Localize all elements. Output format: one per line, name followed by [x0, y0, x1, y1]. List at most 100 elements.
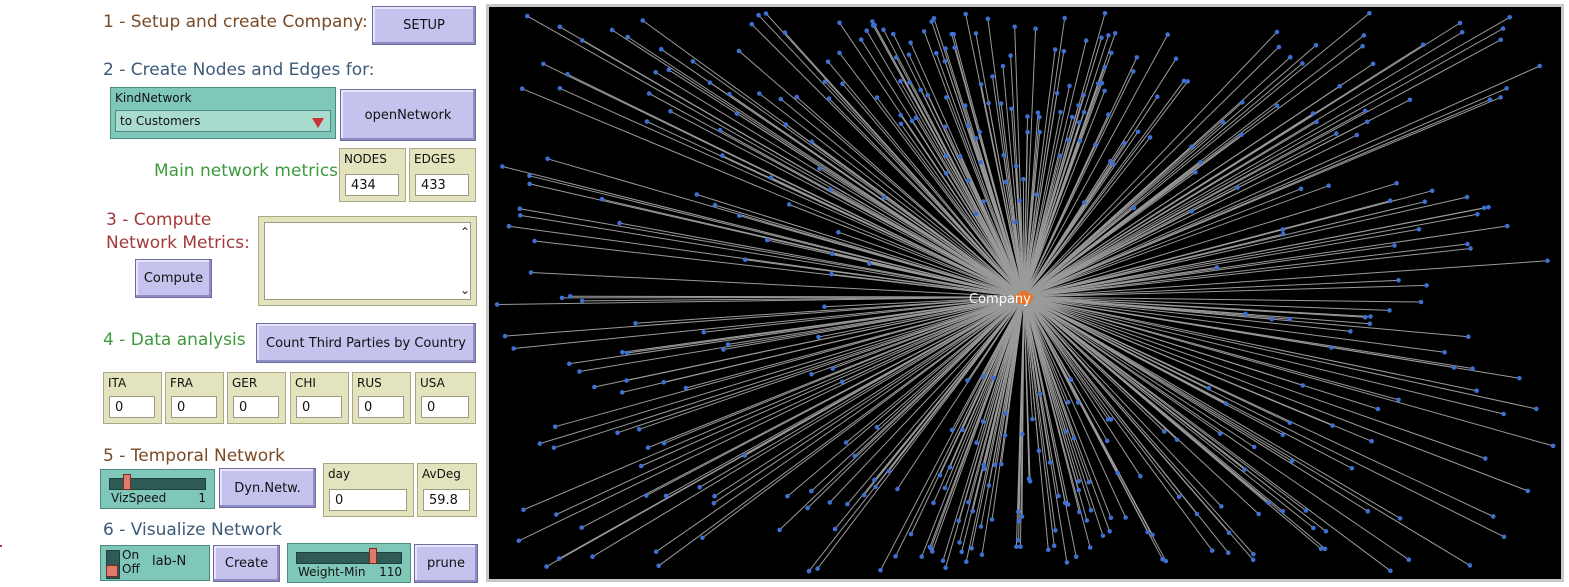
network-node[interactable]: [891, 31, 896, 37]
network-node[interactable]: [1054, 91, 1060, 96]
network-node[interactable]: [1075, 400, 1081, 405]
network-node[interactable]: [1104, 438, 1110, 444]
slider-track[interactable]: [109, 478, 206, 490]
network-node[interactable]: [918, 87, 923, 93]
network-node[interactable]: [544, 564, 549, 569]
network-node[interactable]: [658, 46, 664, 52]
network-node[interactable]: [934, 50, 939, 56]
network-node[interactable]: [1370, 61, 1376, 67]
network-node[interactable]: [619, 390, 625, 395]
network-node[interactable]: [1354, 132, 1360, 138]
network-node[interactable]: [1420, 42, 1426, 48]
network-node[interactable]: [1025, 129, 1030, 135]
network-node[interactable]: [852, 453, 857, 459]
network-node[interactable]: [1095, 81, 1101, 87]
network-node[interactable]: [1281, 231, 1286, 237]
network-node[interactable]: [1429, 188, 1435, 194]
network-node[interactable]: [1361, 33, 1367, 38]
network-node[interactable]: [1057, 153, 1063, 159]
network-node[interactable]: [977, 129, 982, 135]
network-node[interactable]: [1223, 401, 1229, 406]
network-node[interactable]: [1102, 88, 1107, 94]
network-node[interactable]: [1061, 49, 1067, 54]
network-node[interactable]: [737, 213, 742, 218]
network-node[interactable]: [1030, 416, 1035, 422]
network-node[interactable]: [742, 453, 748, 458]
network-node[interactable]: [577, 369, 582, 374]
network-node[interactable]: [1406, 557, 1412, 562]
network-node[interactable]: [725, 342, 731, 347]
network-node[interactable]: [1001, 152, 1006, 158]
network-node[interactable]: [1274, 103, 1280, 108]
network-node[interactable]: [1300, 383, 1306, 388]
network-node[interactable]: [1131, 205, 1137, 211]
network-node[interactable]: [1123, 515, 1128, 520]
network-node[interactable]: [1322, 546, 1328, 552]
network-node[interactable]: [644, 119, 650, 124]
network-node[interactable]: [921, 29, 927, 34]
network-node[interactable]: [1076, 487, 1081, 493]
network-node[interactable]: [1109, 50, 1114, 56]
network-node[interactable]: [1369, 438, 1374, 444]
network-node[interactable]: [969, 545, 974, 551]
network-node[interactable]: [1019, 514, 1025, 519]
network-node[interactable]: [749, 22, 755, 27]
network-node[interactable]: [1498, 95, 1503, 100]
network-node[interactable]: [1550, 443, 1556, 449]
network-node[interactable]: [1365, 508, 1371, 514]
network-node[interactable]: [653, 549, 659, 554]
network-node[interactable]: [1487, 97, 1493, 102]
network-node[interactable]: [1066, 137, 1071, 143]
dyn-netw-button[interactable]: Dyn.Netw.: [219, 468, 316, 508]
network-node[interactable]: [830, 366, 835, 371]
network-node[interactable]: [1189, 144, 1194, 150]
network-node[interactable]: [1375, 406, 1381, 412]
network-node[interactable]: [815, 566, 820, 571]
network-node[interactable]: [1226, 530, 1232, 535]
network-node[interactable]: [830, 251, 835, 256]
network-node[interactable]: [1360, 43, 1365, 49]
network-node[interactable]: [974, 440, 979, 446]
network-node[interactable]: [837, 20, 842, 26]
network-node[interactable]: [1298, 186, 1304, 192]
network-node[interactable]: [978, 160, 983, 165]
network-node[interactable]: [661, 441, 667, 446]
network-node[interactable]: [1107, 529, 1112, 534]
network-node[interactable]: [525, 13, 530, 19]
network-node[interactable]: [959, 549, 964, 555]
network-node[interactable]: [827, 500, 833, 505]
network-node[interactable]: [1269, 316, 1275, 322]
network-node[interactable]: [1465, 241, 1470, 247]
network-node[interactable]: [700, 535, 705, 541]
network-node[interactable]: [786, 202, 792, 207]
scroll-up-icon[interactable]: ⌃: [459, 225, 470, 239]
network-node[interactable]: [931, 500, 936, 506]
network-node[interactable]: [1135, 129, 1141, 135]
network-node[interactable]: [937, 472, 943, 478]
network-node[interactable]: [1016, 538, 1021, 543]
network-node[interactable]: [1027, 479, 1033, 484]
network-node[interactable]: [1250, 557, 1256, 563]
network-node[interactable]: [794, 94, 799, 100]
network-node[interactable]: [908, 40, 913, 45]
network-node[interactable]: [615, 430, 620, 436]
network-node[interactable]: [960, 427, 965, 433]
network-node[interactable]: [1486, 205, 1491, 210]
network-node[interactable]: [925, 93, 930, 98]
network-node[interactable]: [653, 70, 658, 75]
network-node[interactable]: [1220, 120, 1226, 125]
network-node[interactable]: [1082, 200, 1087, 205]
network-node[interactable]: [822, 304, 827, 310]
chooser-selected-value[interactable]: to Customers: [115, 110, 331, 132]
network-node[interactable]: [720, 153, 725, 158]
network-node[interactable]: [690, 59, 696, 64]
network-node[interactable]: [1062, 15, 1067, 21]
network-node[interactable]: [805, 505, 810, 511]
network-node[interactable]: [963, 11, 968, 17]
network-node[interactable]: [893, 554, 898, 559]
network-node[interactable]: [768, 175, 774, 180]
network-node[interactable]: [931, 16, 937, 21]
network-node[interactable]: [872, 22, 877, 28]
network-node[interactable]: [1012, 24, 1017, 30]
network-node[interactable]: [836, 229, 841, 235]
